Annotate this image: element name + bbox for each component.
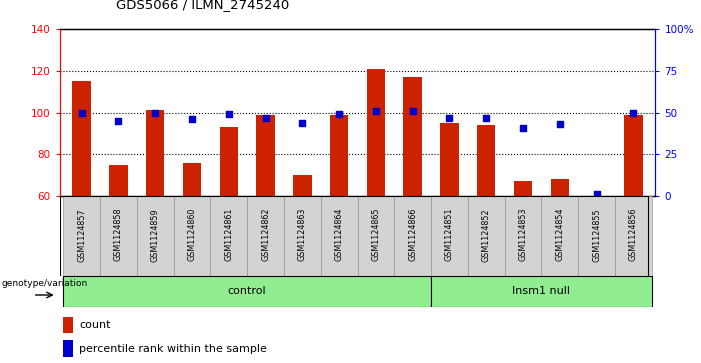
Text: GSM1124857: GSM1124857 <box>77 208 86 262</box>
Text: GSM1124858: GSM1124858 <box>114 208 123 261</box>
Point <box>76 110 87 115</box>
Bar <box>100 196 137 276</box>
Bar <box>468 196 505 276</box>
Point <box>517 125 529 130</box>
Point <box>223 111 234 117</box>
Text: GSM1124854: GSM1124854 <box>555 208 564 261</box>
Bar <box>284 196 321 276</box>
Text: GSM1124861: GSM1124861 <box>224 208 233 261</box>
Bar <box>247 196 284 276</box>
Point <box>444 115 455 121</box>
Bar <box>63 196 100 276</box>
Text: GSM1124865: GSM1124865 <box>372 208 381 261</box>
Bar <box>174 196 210 276</box>
Bar <box>109 165 128 196</box>
Point <box>370 108 381 114</box>
Bar <box>210 196 247 276</box>
Bar <box>358 196 394 276</box>
Bar <box>615 196 652 276</box>
Point <box>334 111 345 117</box>
Bar <box>62 317 73 333</box>
Point <box>186 116 198 122</box>
Bar <box>146 110 165 196</box>
Bar <box>394 196 431 276</box>
Text: count: count <box>79 321 111 330</box>
Text: GSM1124864: GSM1124864 <box>334 208 343 261</box>
Text: GSM1124862: GSM1124862 <box>261 208 270 261</box>
Text: GSM1124853: GSM1124853 <box>519 208 528 261</box>
Text: GSM1124851: GSM1124851 <box>445 208 454 261</box>
Text: control: control <box>228 286 266 296</box>
Bar <box>63 276 431 307</box>
Bar <box>257 115 275 196</box>
Point <box>149 110 161 115</box>
Bar <box>367 69 385 196</box>
Text: GSM1124866: GSM1124866 <box>408 208 417 261</box>
Point <box>554 121 566 127</box>
Text: GSM1124856: GSM1124856 <box>629 208 638 261</box>
Point <box>407 108 418 114</box>
Bar <box>431 276 652 307</box>
Bar <box>440 123 458 196</box>
Bar <box>514 182 532 196</box>
Text: genotype/variation: genotype/variation <box>1 279 88 288</box>
Point <box>481 115 492 121</box>
Bar <box>183 163 201 196</box>
Bar <box>219 127 238 196</box>
Bar <box>477 125 496 196</box>
Point <box>260 115 271 121</box>
Bar <box>431 196 468 276</box>
Bar <box>550 179 569 196</box>
Point <box>113 118 124 124</box>
Bar <box>137 196 174 276</box>
Text: GSM1124860: GSM1124860 <box>187 208 196 261</box>
Bar <box>293 175 311 196</box>
Bar <box>578 196 615 276</box>
Point <box>628 110 639 115</box>
Bar <box>330 115 348 196</box>
Text: GDS5066 / ILMN_2745240: GDS5066 / ILMN_2745240 <box>116 0 289 11</box>
Text: GSM1124852: GSM1124852 <box>482 208 491 262</box>
Point <box>591 191 602 197</box>
Bar <box>624 115 643 196</box>
Bar <box>505 196 541 276</box>
Text: GSM1124863: GSM1124863 <box>298 208 307 261</box>
Bar <box>62 340 73 357</box>
Bar <box>321 196 358 276</box>
Text: Insm1 null: Insm1 null <box>512 286 571 296</box>
Bar <box>404 77 422 196</box>
Bar <box>541 196 578 276</box>
Bar <box>72 81 91 196</box>
Point <box>297 120 308 126</box>
Text: GSM1124859: GSM1124859 <box>151 208 160 262</box>
Text: percentile rank within the sample: percentile rank within the sample <box>79 344 267 354</box>
Text: GSM1124855: GSM1124855 <box>592 208 601 262</box>
